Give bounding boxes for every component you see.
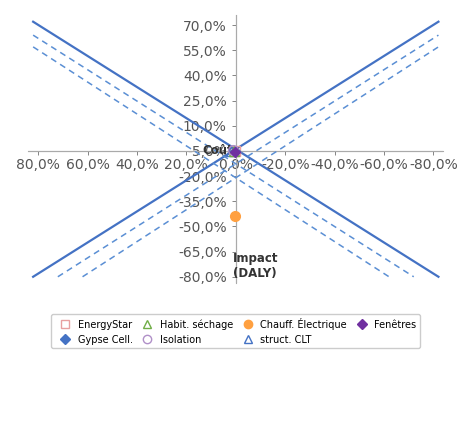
Text: Coûts: Coûts — [202, 145, 240, 158]
Legend: EnergyStar, Gypse Cell., Habit. séchage, Isolation, Chauff. Électrique, struct. : EnergyStar, Gypse Cell., Habit. séchage,… — [51, 314, 420, 348]
Text: Impact
(DALY): Impact (DALY) — [233, 252, 279, 280]
